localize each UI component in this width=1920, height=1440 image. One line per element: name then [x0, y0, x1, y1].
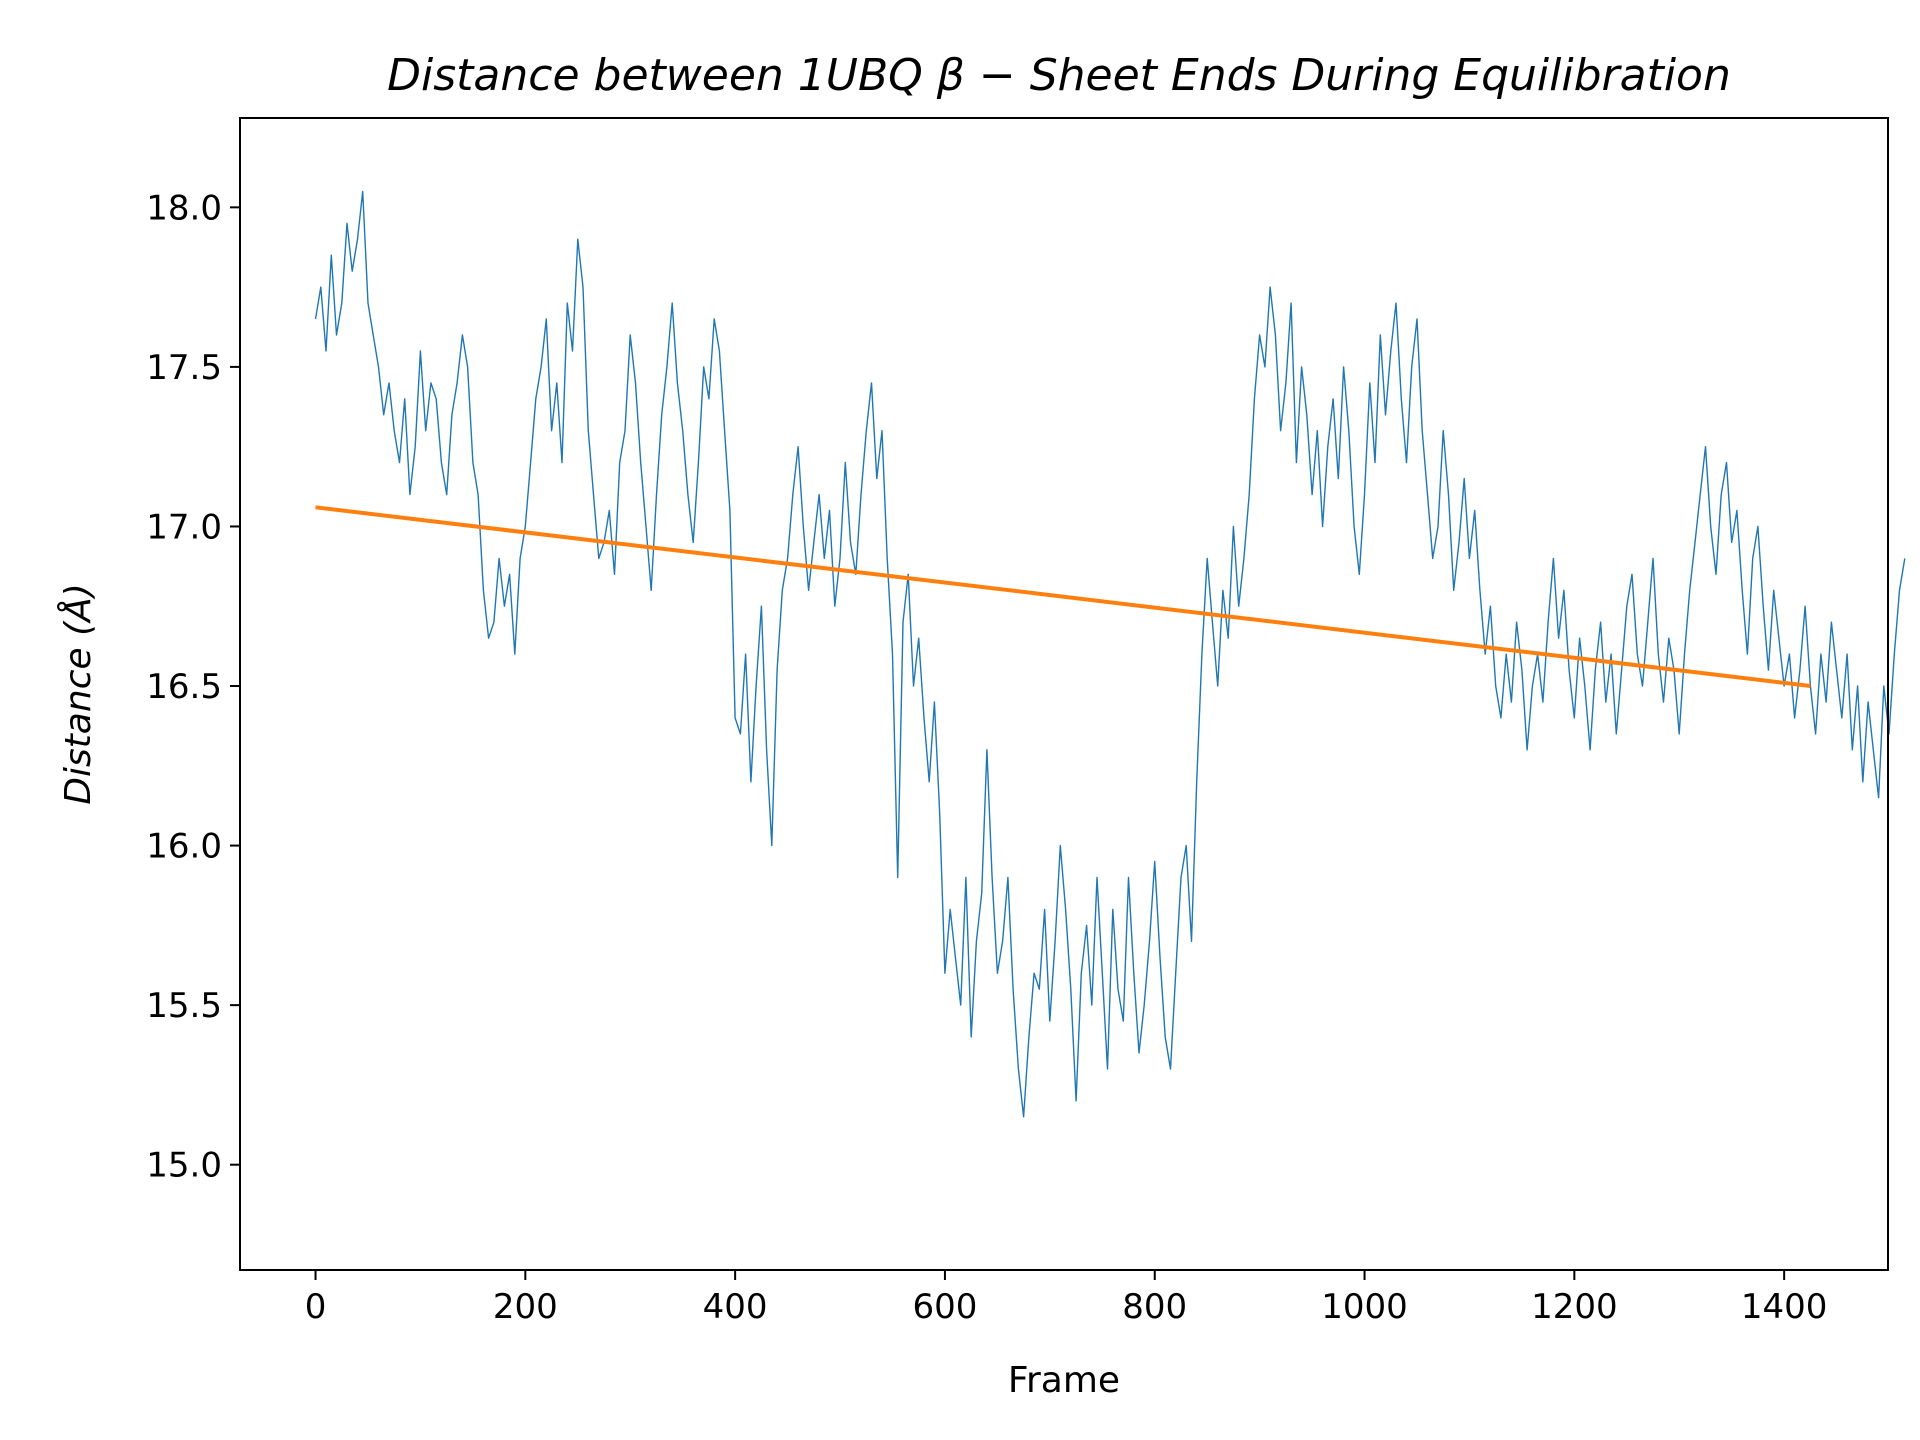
chart-title: Distance between 1UBQ β − Sheet Ends Dur…	[387, 50, 1731, 101]
trend-line	[315, 505, 1811, 688]
y-tick-label: 17.0	[146, 507, 222, 547]
distance-line	[314, 190, 1906, 1118]
y-tick-label: 18.0	[146, 188, 222, 228]
y-tick-label: 17.5	[146, 348, 222, 388]
y-axis-label: Distance (Å)	[56, 583, 99, 805]
y-tick-label: 15.5	[146, 986, 222, 1026]
x-tick-label: 600	[912, 1287, 977, 1327]
x-tick-label: 400	[703, 1287, 768, 1327]
y-tick-label: 15.0	[146, 1146, 222, 1186]
x-tick-label: 1400	[1741, 1287, 1828, 1327]
plot-frame	[239, 117, 1889, 1271]
series-layer	[314, 190, 1906, 1118]
x-axis-label: Frame	[1008, 1360, 1120, 1401]
y-tick-label: 16.0	[146, 827, 222, 867]
x-tick-label: 800	[1122, 1287, 1187, 1327]
x-tick-label: 1200	[1531, 1287, 1618, 1327]
y-tick-label: 16.5	[146, 667, 222, 707]
y-axis: 15.0 15.5 16.0 16.5 17.0 17.5 18.0	[146, 188, 240, 1186]
x-tick-label: 200	[493, 1287, 558, 1327]
x-tick-label: 0	[305, 1287, 327, 1327]
x-tick-label: 1000	[1321, 1287, 1408, 1327]
x-axis: 0 200 400 600 800 1000 1200 1400	[305, 1270, 1828, 1327]
